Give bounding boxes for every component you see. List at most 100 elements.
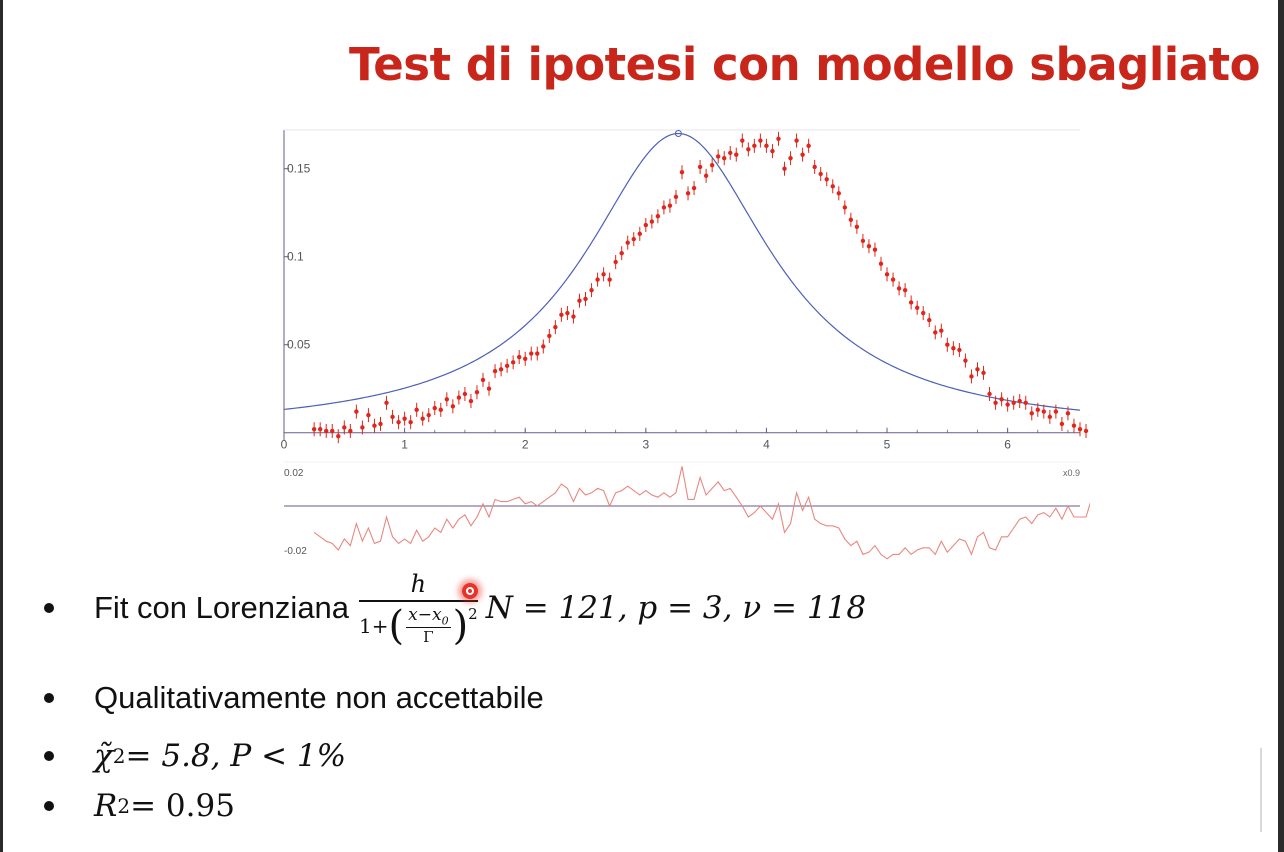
- data-point: [993, 400, 998, 405]
- data-point: [890, 277, 896, 282]
- data-point: [311, 427, 317, 432]
- data-point: [914, 305, 920, 310]
- data-point: [535, 351, 540, 356]
- residual-scale-label: x0.9: [1063, 468, 1080, 478]
- data-point: [1017, 398, 1022, 404]
- data-point: [589, 287, 594, 293]
- bullet-dot: [44, 751, 54, 761]
- y-tick-label: 0.15: [287, 162, 311, 176]
- data-point: [516, 354, 522, 360]
- data-point: [330, 428, 335, 434]
- denominator-one: 1+: [359, 613, 389, 638]
- data-point: [438, 407, 443, 413]
- data-point: [872, 247, 878, 252]
- data-point: [945, 342, 950, 347]
- data-point: [523, 356, 528, 361]
- data-point: [1005, 402, 1010, 407]
- data-point: [372, 423, 377, 428]
- data-point: [474, 390, 480, 395]
- data-point: [486, 386, 492, 391]
- x-tick-label: 5: [884, 438, 891, 452]
- formula-denominator: 1+ ( x−x0 Γ ) 2: [359, 602, 478, 646]
- data-point: [426, 412, 431, 418]
- data-point: [649, 219, 655, 224]
- data-point: [679, 170, 685, 175]
- data-point: [794, 138, 799, 143]
- data-point: [866, 243, 872, 249]
- data-point: [492, 368, 498, 374]
- residual-tick-label: 0.02: [284, 468, 304, 479]
- data-point: [987, 391, 992, 397]
- data-point: [734, 152, 739, 157]
- data-point: [770, 148, 775, 154]
- data-point: [547, 333, 552, 339]
- data-point: [396, 419, 401, 425]
- data-point: [1077, 427, 1083, 432]
- fit-curve: [283, 132, 1081, 411]
- data-point: [317, 427, 323, 432]
- x-tick-label: 0: [281, 438, 288, 452]
- data-point: [667, 203, 673, 208]
- data-point: [619, 251, 624, 256]
- data-point: [631, 236, 636, 242]
- formula-numerator: h: [410, 570, 427, 598]
- data-point: [836, 191, 841, 196]
- data-point: [848, 217, 854, 222]
- data-point: [510, 360, 516, 365]
- data-point: [697, 164, 703, 170]
- x-tick-label: 3: [642, 438, 649, 452]
- fit-params: N = 121, p = 3, ν = 118: [485, 590, 867, 627]
- data-point: [902, 287, 908, 293]
- data-point: [782, 166, 787, 171]
- inner-gamma: Γ: [423, 628, 434, 647]
- data-point: [709, 163, 715, 168]
- data-point: [1029, 411, 1034, 416]
- data-point: [625, 240, 630, 245]
- paren-open: (: [388, 602, 405, 649]
- residual-line: [313, 466, 1090, 560]
- data-point: [896, 286, 902, 291]
- data-point: [860, 238, 866, 244]
- pointer-cursor: [462, 583, 478, 599]
- data-point: [444, 397, 450, 402]
- data-point: [800, 152, 805, 157]
- data-point: [722, 155, 727, 161]
- data-point: [1035, 407, 1040, 413]
- data-point: [728, 150, 733, 156]
- data-point: [571, 314, 576, 319]
- window-frame-right: [1278, 0, 1284, 852]
- r-exponent: 2: [117, 794, 131, 818]
- data-point: [643, 222, 649, 228]
- data-point: [1059, 421, 1065, 427]
- data-point: [1065, 411, 1071, 416]
- data-point: [981, 370, 986, 376]
- data-point: [1011, 400, 1016, 405]
- data-point: [480, 377, 486, 383]
- data-point: [583, 296, 588, 302]
- data-point: [776, 136, 781, 141]
- data-point: [336, 434, 341, 439]
- data-point: [842, 205, 848, 210]
- slide-title: Test di ipotesi con modello sbagliato: [349, 38, 1260, 91]
- data-point: [999, 397, 1004, 402]
- data-point: [1053, 409, 1059, 414]
- data-point: [504, 363, 510, 369]
- denominator-exponent: 2: [468, 605, 478, 623]
- data-point: [939, 328, 944, 333]
- data-point: [607, 277, 612, 282]
- x-tick-label: 2: [522, 438, 529, 452]
- data-point: [655, 214, 661, 219]
- data-point: [402, 416, 407, 421]
- fraction-bar: [359, 600, 478, 602]
- data-point: [921, 310, 926, 316]
- data-point: [601, 272, 606, 277]
- data-point: [1023, 400, 1028, 405]
- x-tick-label: 6: [1004, 438, 1011, 452]
- data-point: [450, 404, 456, 409]
- data-point: [324, 428, 329, 434]
- data-point: [975, 367, 980, 372]
- data-point: [830, 184, 835, 189]
- r-value: = 0.95: [130, 788, 235, 824]
- x-tick-label: 4: [763, 438, 770, 452]
